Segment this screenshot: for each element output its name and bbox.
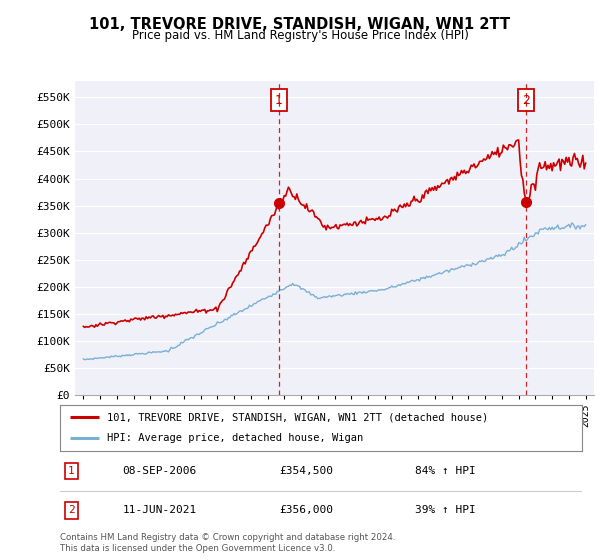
Text: 39% ↑ HPI: 39% ↑ HPI — [415, 505, 476, 515]
Text: £354,500: £354,500 — [279, 466, 333, 476]
Text: £356,000: £356,000 — [279, 505, 333, 515]
Text: 101, TREVORE DRIVE, STANDISH, WIGAN, WN1 2TT (detached house): 101, TREVORE DRIVE, STANDISH, WIGAN, WN1… — [107, 412, 488, 422]
Text: Contains HM Land Registry data © Crown copyright and database right 2024.
This d: Contains HM Land Registry data © Crown c… — [60, 533, 395, 553]
Text: HPI: Average price, detached house, Wigan: HPI: Average price, detached house, Wiga… — [107, 433, 363, 444]
Text: 101, TREVORE DRIVE, STANDISH, WIGAN, WN1 2TT: 101, TREVORE DRIVE, STANDISH, WIGAN, WN1… — [89, 17, 511, 32]
Text: 84% ↑ HPI: 84% ↑ HPI — [415, 466, 476, 476]
Text: 11-JUN-2021: 11-JUN-2021 — [122, 505, 197, 515]
Text: Price paid vs. HM Land Registry's House Price Index (HPI): Price paid vs. HM Land Registry's House … — [131, 29, 469, 42]
Text: 2: 2 — [68, 505, 75, 515]
Text: 2: 2 — [522, 94, 530, 106]
Text: 08-SEP-2006: 08-SEP-2006 — [122, 466, 197, 476]
Text: 1: 1 — [68, 466, 75, 476]
Text: 1: 1 — [275, 94, 283, 106]
